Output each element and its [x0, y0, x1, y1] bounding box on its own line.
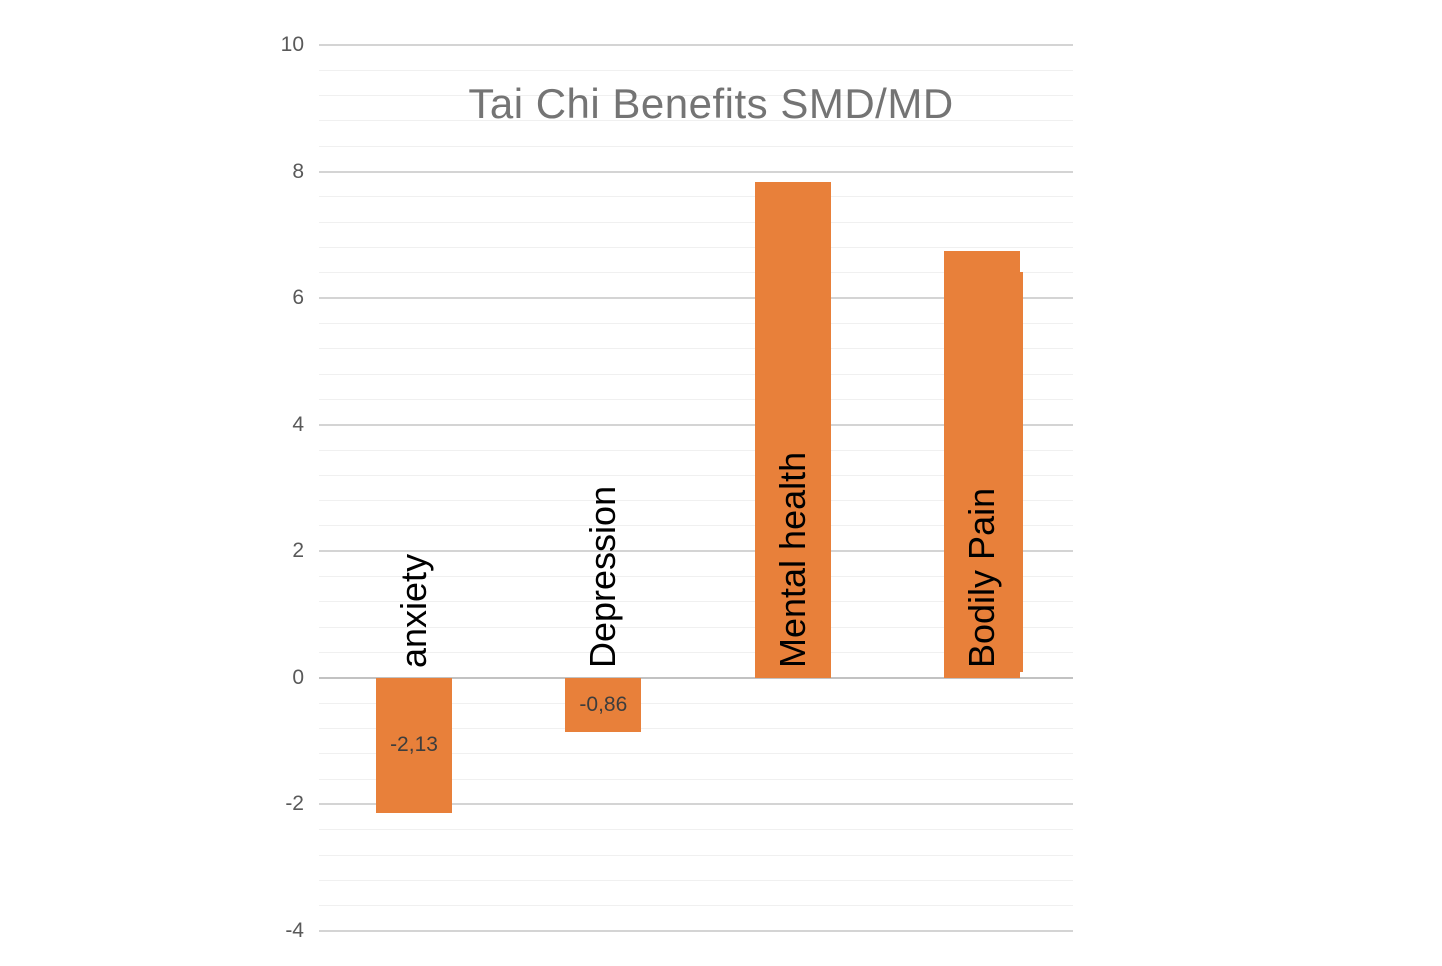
- major-gridline: [319, 44, 1073, 46]
- bar-depression: [565, 677, 642, 733]
- minor-gridline: [319, 247, 1073, 248]
- minor-gridline: [319, 829, 1073, 831]
- y-axis-tick-label: -2: [285, 792, 304, 816]
- y-axis-tick-label: 10: [280, 33, 304, 56]
- minor-gridline: [319, 69, 1073, 71]
- y-axis-tick-label: -4: [285, 919, 304, 942]
- minor-gridline: [319, 879, 1073, 881]
- minor-gridline: [319, 196, 1073, 198]
- chart-title: Tai Chi Benefits SMD/MD: [468, 80, 954, 127]
- category-label-depression: Depression: [582, 485, 624, 668]
- bar-bodily-pain: [943, 250, 1020, 678]
- minor-gridline: [319, 221, 1073, 223]
- y-axis-tick-label: 8: [292, 159, 304, 183]
- minor-gridline: [319, 145, 1073, 147]
- bar-anxiety: [376, 677, 452, 813]
- category-label-mental-health: Mental health: [771, 451, 813, 668]
- category-label-anxiety: anxiety: [393, 553, 434, 668]
- minor-gridline: [319, 905, 1073, 907]
- y-axis-tick-label: 0: [292, 665, 304, 689]
- data-label-anxiety: -2,13: [390, 733, 438, 757]
- y-axis-tick-label: 6: [292, 286, 304, 310]
- data-label-depression: -0,86: [579, 693, 628, 717]
- major-gridline: [319, 170, 1073, 173]
- y-axis-tick-label: 2: [292, 539, 304, 563]
- minor-gridline: [319, 854, 1073, 856]
- major-gridline: [319, 930, 1073, 932]
- bar-mental-health: [754, 182, 831, 678]
- category-label-bodily-pain: Bodily Pain: [960, 487, 1002, 668]
- y-axis-tick-label: 4: [292, 412, 304, 436]
